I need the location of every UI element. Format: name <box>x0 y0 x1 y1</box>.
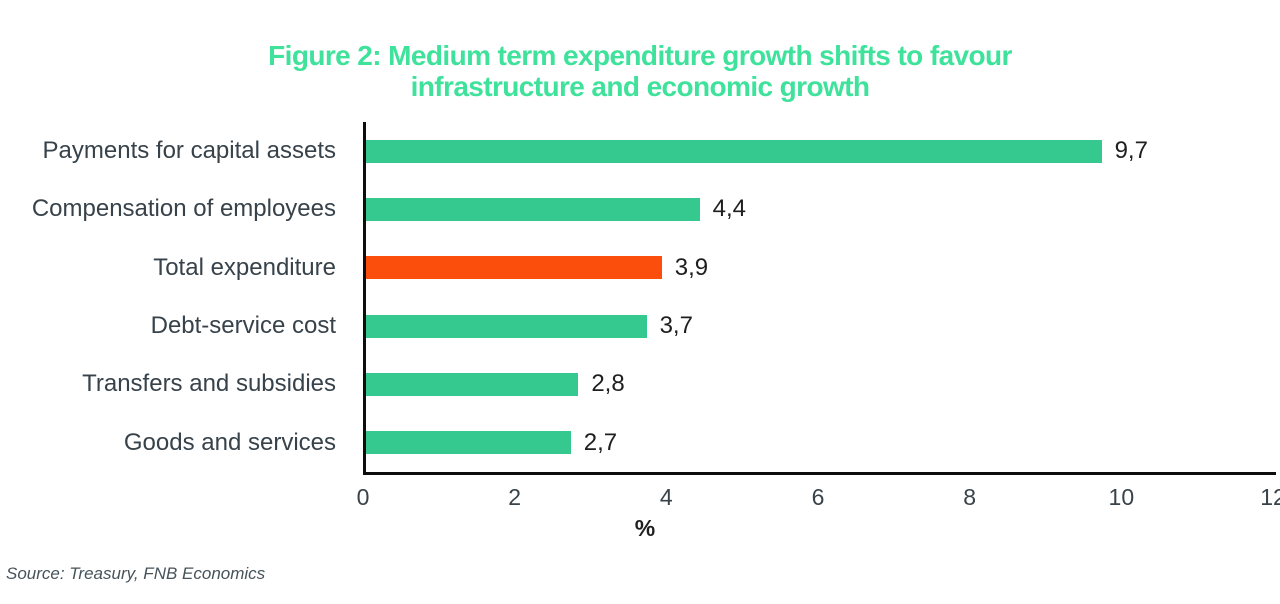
bar-value-label: 9,7 <box>1114 137 1148 165</box>
category-label: Payments for capital assets <box>42 137 336 165</box>
bar-value-label: 2,8 <box>591 370 625 398</box>
category-label: Debt-service cost <box>150 312 336 340</box>
bar-value-label: 3,7 <box>659 312 693 340</box>
x-axis-label: % <box>634 515 656 541</box>
x-tick-label: 4 <box>659 484 673 510</box>
bar-row: 4,4 <box>366 180 1276 238</box>
x-tick-label: 0 <box>356 484 370 510</box>
chart-title-line-2: infrastructure and economic growth <box>410 71 870 102</box>
bar <box>366 139 1102 163</box>
bar-row: 2,8 <box>366 355 1276 413</box>
x-tick-label: 2 <box>508 484 522 510</box>
bar-row: 2,7 <box>366 414 1276 472</box>
x-tick-label: 10 <box>1108 484 1135 510</box>
bar <box>366 431 571 455</box>
bar-highlighted <box>366 256 662 280</box>
x-tick-label: 12 <box>1260 484 1280 510</box>
category-label: Transfers and subsidies <box>82 370 336 398</box>
x-axis-ticks: 0 2 4 6 8 10 12 <box>357 484 1280 510</box>
category-label: Compensation of employees <box>31 195 336 223</box>
x-tick-label: 8 <box>963 484 977 510</box>
bar-value-label: 2,7 <box>583 428 618 456</box>
bar-row: 3,9 <box>366 239 1276 297</box>
bar <box>366 372 579 396</box>
chart-title: Figure 2: Medium term expenditure growth… <box>0 40 1280 102</box>
bar-value-label: 4,4 <box>712 195 747 223</box>
category-label: Total expenditure <box>153 253 336 281</box>
category-label: Goods and services <box>123 428 336 456</box>
bar <box>366 314 647 338</box>
bar-row: 9,7 <box>366 122 1276 180</box>
chart-title-line-1: Figure 2: Medium term expenditure growth… <box>268 40 1012 71</box>
bar <box>366 197 700 221</box>
category-axis-labels: Payments for capital assets Compensation … <box>0 122 336 472</box>
source-note: Source: Treasury, FNB Economics <box>6 564 266 583</box>
bar-value-label: 3,9 <box>674 253 709 281</box>
x-tick-label: 6 <box>811 484 825 510</box>
plot-area: 9,7 4,4 3,9 3,7 2,8 2,7 <box>363 122 1276 475</box>
bar-row: 3,7 <box>366 297 1276 355</box>
